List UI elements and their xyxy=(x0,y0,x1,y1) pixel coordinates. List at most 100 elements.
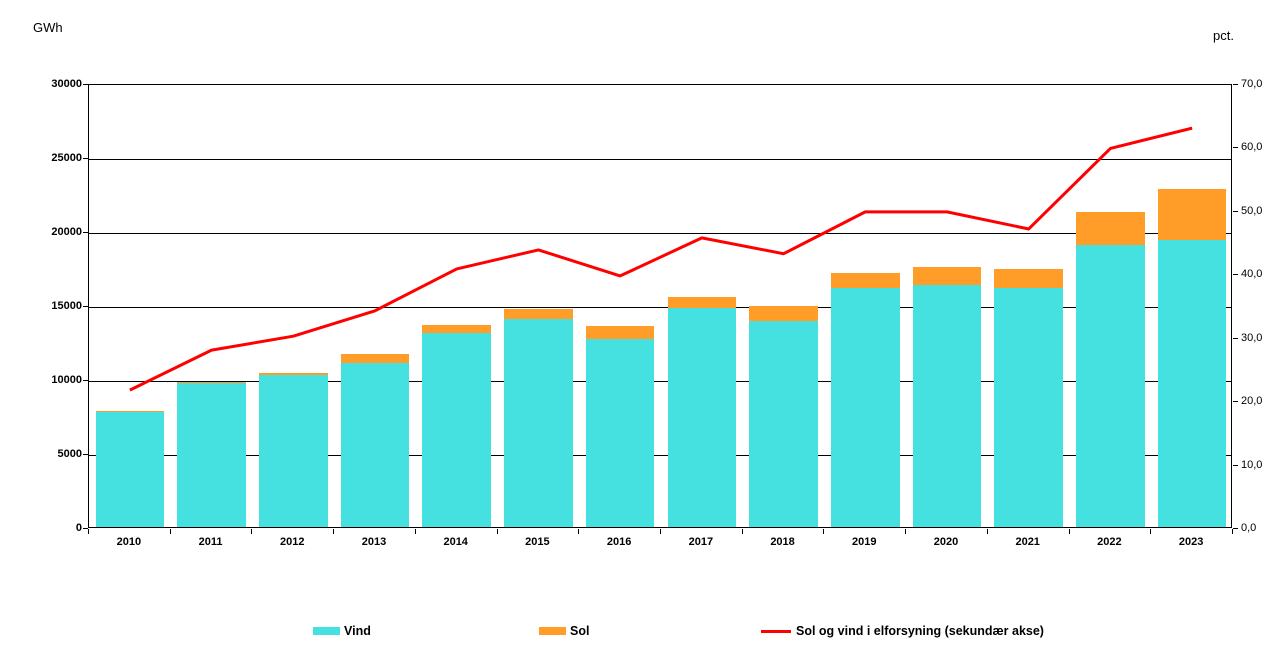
bar-segment-sol-2022 xyxy=(1076,212,1145,246)
right-axis-tick xyxy=(1233,147,1238,149)
legend-swatch-sol xyxy=(539,627,566,635)
left-axis-tick xyxy=(83,380,88,381)
bar-segment-vind-2014 xyxy=(422,333,492,527)
right-axis-tick xyxy=(1233,401,1238,403)
bar-segment-sol-2013 xyxy=(340,353,410,363)
right-axis-tick xyxy=(1233,337,1238,339)
bar-segment-sol-2019 xyxy=(830,273,900,288)
bar-segment-vind-2017 xyxy=(667,307,737,527)
bar-segment-sol-2018 xyxy=(749,306,818,322)
x-axis-tick xyxy=(169,529,171,534)
x-axis-tick xyxy=(251,529,253,534)
bar-segment-vind-2018 xyxy=(749,321,818,527)
x-axis-tick xyxy=(986,529,988,534)
legend-label-line-series: Sol og vind i elforsyning (sekundær akse… xyxy=(796,624,1044,638)
left-axis-tick xyxy=(83,306,88,307)
legend-item-sol: Sol xyxy=(539,622,589,640)
x-axis-label-2010: 2010 xyxy=(116,536,142,548)
x-axis-tick xyxy=(578,529,580,534)
x-axis-tick xyxy=(1068,529,1070,534)
left-axis-tick-label: 0 xyxy=(75,522,82,534)
x-axis-label-2017: 2017 xyxy=(688,536,714,548)
bar-segment-sol-2014 xyxy=(422,325,492,334)
x-axis-label-2015: 2015 xyxy=(525,536,550,548)
x-axis-label-2020: 2020 xyxy=(933,536,959,548)
right-axis-tick xyxy=(1233,528,1238,529)
right-axis-tick-label: 50,0 xyxy=(1241,204,1263,217)
x-axis-tick xyxy=(823,529,825,534)
bar-segment-vind-2010 xyxy=(95,411,165,527)
legend-swatch-line xyxy=(761,629,791,633)
right-axis-tick-label: 0,0 xyxy=(1241,522,1257,534)
gridline xyxy=(89,455,1231,456)
legend-item-vind: Vind xyxy=(313,622,371,640)
bar-segment-sol-2016 xyxy=(585,326,655,340)
bar-segment-vind-2020 xyxy=(912,285,982,527)
x-axis-label-2012: 2012 xyxy=(280,536,305,548)
bar-segment-vind-2012 xyxy=(258,375,328,527)
left-axis-tick-label: 15000 xyxy=(51,300,82,312)
x-axis-label-2016: 2016 xyxy=(606,536,632,548)
left-axis-tick xyxy=(83,158,88,159)
bar-segment-vind-2013 xyxy=(340,362,410,527)
x-axis-tick xyxy=(496,529,498,534)
x-axis-tick xyxy=(88,529,89,534)
left-axis-tick xyxy=(83,232,88,233)
x-axis-tick xyxy=(660,529,661,534)
x-axis-label-2014: 2014 xyxy=(443,536,468,548)
right-axis-tick-label: 70,0 xyxy=(1241,78,1263,90)
plot-area xyxy=(88,84,1232,528)
bar-segment-sol-2023 xyxy=(1157,188,1227,240)
left-axis-tick xyxy=(83,84,88,85)
right-axis-tick xyxy=(1233,84,1238,85)
x-axis-label-2023: 2023 xyxy=(1178,536,1204,548)
bar-segment-vind-2019 xyxy=(830,287,900,527)
gridline xyxy=(89,233,1231,234)
bar-segment-sol-2017 xyxy=(667,296,737,308)
x-axis-label-2021: 2021 xyxy=(1015,536,1040,548)
bar-segment-sol-2021 xyxy=(994,269,1064,288)
bar-segment-vind-2021 xyxy=(994,287,1064,527)
right-axis-tick-label: 60,0 xyxy=(1241,141,1263,154)
bar-segment-sol-2015 xyxy=(504,309,573,320)
x-axis-tick xyxy=(1232,529,1233,534)
x-axis-label-2018: 2018 xyxy=(770,536,795,548)
x-axis-tick xyxy=(741,529,743,534)
x-axis-tick xyxy=(1150,529,1152,534)
right-axis-tick xyxy=(1233,464,1238,466)
left-axis-tick-label: 20000 xyxy=(51,226,82,238)
x-axis-label-2011: 2011 xyxy=(198,536,223,548)
x-axis-tick xyxy=(333,529,335,534)
legend-label-sol: Sol xyxy=(570,624,590,638)
left-axis-tick-label: 5000 xyxy=(57,448,82,460)
left-axis-unit-label: GWh xyxy=(33,20,63,35)
bar-segment-vind-2016 xyxy=(585,339,655,527)
right-axis-unit-label: pct. xyxy=(1213,28,1234,43)
right-axis-tick-label: 40,0 xyxy=(1241,268,1263,281)
right-axis-tick xyxy=(1233,210,1238,212)
bar-segment-vind-2023 xyxy=(1157,239,1227,527)
legend-label-vind: Vind xyxy=(344,624,371,638)
gridline xyxy=(89,159,1231,160)
legend-swatch-vind xyxy=(313,627,340,635)
left-axis-tick xyxy=(83,528,88,529)
left-axis-tick-label: 25000 xyxy=(51,152,82,164)
x-axis-tick xyxy=(905,529,907,534)
left-axis-tick xyxy=(83,454,88,455)
legend-item-line-series: Sol og vind i elforsyning (sekundær akse… xyxy=(761,622,1044,640)
right-axis-tick xyxy=(1233,274,1238,276)
bar-segment-vind-2011 xyxy=(177,382,246,527)
bar-segment-vind-2015 xyxy=(504,319,573,527)
right-axis-tick-label: 10,0 xyxy=(1241,458,1263,471)
left-axis-tick-label: 30000 xyxy=(51,78,82,90)
bar-segment-vind-2022 xyxy=(1076,245,1145,527)
x-axis-label-2019: 2019 xyxy=(852,536,877,548)
bar-segment-sol-2012 xyxy=(258,373,328,376)
left-axis-tick-label: 10000 xyxy=(51,374,82,386)
x-axis-tick xyxy=(414,529,416,534)
x-axis-label-2013: 2013 xyxy=(361,536,387,548)
x-axis-label-2022: 2022 xyxy=(1097,536,1122,548)
right-axis-tick-label: 30,0 xyxy=(1241,331,1263,344)
legend: Vind Sol Sol og vind i elforsyning (seku… xyxy=(0,622,1285,642)
